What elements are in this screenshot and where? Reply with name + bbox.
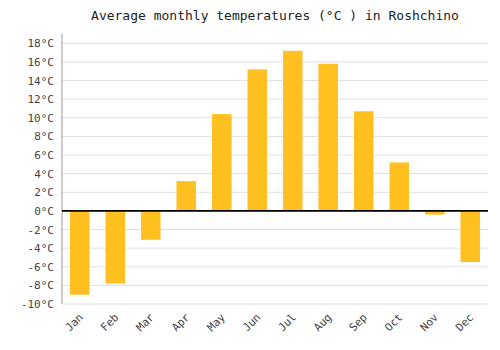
x-tick-label: Jun (240, 311, 263, 334)
chart-container: Average monthly temperatures (°C ) in Ro… (0, 0, 500, 350)
x-tick-label: Apr (169, 311, 193, 335)
grid-line (62, 61, 488, 62)
chart-svg: Average monthly temperatures (°C ) in Ro… (0, 0, 500, 350)
grid-line (62, 304, 488, 305)
x-tick-label: Dec (453, 311, 476, 334)
y-tick-label: -6°C (28, 261, 55, 274)
grid-line (62, 80, 488, 81)
bar (460, 211, 480, 262)
y-tick-label: -10°C (21, 298, 54, 311)
y-tick-label: 8°C (34, 130, 54, 143)
bar (318, 64, 338, 211)
grid-line (62, 266, 488, 267)
bar (176, 181, 196, 211)
zero-line (62, 210, 488, 212)
y-tick-label: 10°C (28, 112, 55, 125)
x-tick-label: Aug (311, 311, 334, 334)
y-axis-line (62, 34, 63, 304)
y-tick-label: -8°C (28, 279, 55, 292)
bars (70, 51, 480, 295)
y-tick-label: 14°C (28, 75, 55, 88)
grid-line (62, 43, 488, 44)
bar (70, 211, 90, 295)
x-tick-label: Jul (276, 311, 299, 334)
x-tick-label: Jan (63, 311, 86, 334)
y-tick-label: 0°C (34, 205, 54, 218)
x-tick-label: Oct (382, 311, 405, 334)
bar (212, 114, 232, 211)
grid-line (62, 136, 488, 137)
bar (389, 162, 409, 210)
grid-line (62, 248, 488, 249)
x-tick-label: May (205, 311, 229, 335)
bar (105, 211, 125, 284)
x-tick-label: Nov (418, 311, 442, 335)
y-tick-label: -4°C (28, 242, 55, 255)
bar (247, 69, 267, 211)
grid-line (62, 229, 488, 230)
x-tick-label: Mar (134, 311, 158, 335)
y-tick-label: 4°C (34, 168, 54, 181)
grid-line (62, 192, 488, 193)
grid-line (62, 117, 488, 118)
grid-line (62, 210, 488, 211)
grid-line (62, 155, 488, 156)
grid-line (62, 285, 488, 286)
y-tick-label: -2°C (28, 224, 55, 237)
y-tick-label: 2°C (34, 186, 54, 199)
x-tick-label: Sep (347, 311, 370, 334)
y-tick-label: 18°C (28, 37, 55, 50)
grid (62, 43, 488, 304)
y-tick-label: 16°C (28, 56, 55, 69)
grid-line (62, 99, 488, 100)
x-tick-label: Feb (98, 311, 121, 334)
title: Average monthly temperatures (°C ) in Ro… (91, 8, 459, 23)
y-tick-label: 12°C (28, 93, 55, 106)
bar (354, 111, 374, 211)
y-axis: -10°C -8°C -6°C -4°C -2°C 0°C 2°C 4°C 6°C 8°C 10°C… (21, 34, 62, 311)
bar (141, 211, 161, 240)
grid-line (62, 173, 488, 174)
bar (283, 51, 303, 211)
y-tick-label: 6°C (34, 149, 54, 162)
x-axis: Jan Feb Mar Apr May Jun Jul Aug Sep Oct Nov Dec (63, 311, 477, 335)
